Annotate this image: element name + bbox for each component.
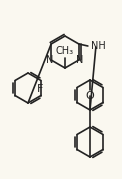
Text: NH: NH (91, 41, 106, 51)
Text: F: F (37, 83, 43, 93)
Text: N: N (46, 55, 54, 65)
Text: CH₃: CH₃ (56, 46, 74, 56)
Text: O: O (86, 91, 94, 101)
Text: N: N (76, 55, 84, 65)
